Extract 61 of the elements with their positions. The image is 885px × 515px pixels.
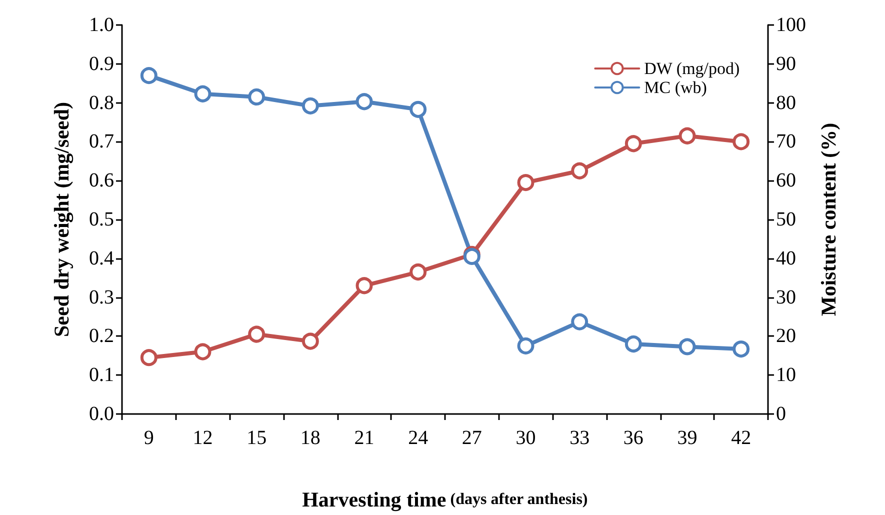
- x-tick-label: 9: [144, 427, 154, 449]
- y2-tick-label: 100: [776, 14, 806, 36]
- y2-axis-title: Moisture content (%): [816, 122, 840, 316]
- point: [517, 174, 534, 192]
- y2-tick-label: 80: [776, 92, 796, 114]
- point: [732, 133, 750, 150]
- point: [140, 349, 158, 366]
- legend-label: DW (mg/pod): [644, 59, 740, 78]
- y-tick-label: 1.0: [89, 14, 114, 36]
- x-tick-label: 30: [516, 427, 536, 449]
- y-tick-label: 0.4: [89, 247, 114, 270]
- point: [410, 264, 427, 281]
- x-tick-label: 24: [408, 427, 428, 449]
- x-tick-label: 21: [354, 427, 374, 449]
- y2-tick-label: 70: [776, 130, 796, 153]
- point: [356, 93, 373, 110]
- x-axis-title: Harvesting time (days after anthesis): [302, 488, 588, 512]
- point: [678, 127, 696, 144]
- y-tick-label: 0.5: [89, 208, 114, 230]
- y2-tick-label: 30: [776, 286, 796, 308]
- x-tick-label: 33: [570, 427, 590, 449]
- point: [194, 85, 212, 102]
- point: [624, 335, 642, 352]
- point: [624, 135, 642, 152]
- point: [248, 88, 266, 106]
- y-tick-label: 0.1: [89, 364, 114, 386]
- x-tick-label: 36: [623, 427, 644, 449]
- point: [571, 313, 588, 330]
- x-tick-label: 18: [300, 427, 320, 449]
- point: [302, 332, 319, 350]
- point: [678, 338, 696, 356]
- y2-tick-label: 0: [776, 403, 786, 425]
- point: [517, 337, 534, 354]
- legend-label: MC (wb): [644, 78, 707, 97]
- y-tick-label: 0.7: [89, 130, 114, 153]
- y-tick-label: 0.8: [89, 92, 114, 114]
- point: [248, 326, 266, 343]
- y-tick-label: 0.6: [89, 170, 114, 192]
- y2-tick-label: 20: [776, 325, 796, 348]
- y2-tick-label: 50: [776, 208, 796, 230]
- x-tick-label: 42: [731, 427, 752, 449]
- x-tick-label: 15: [246, 427, 267, 449]
- point: [356, 277, 373, 294]
- point: [302, 97, 319, 114]
- y2-tick-label: 60: [776, 170, 796, 192]
- point: [571, 162, 588, 180]
- point: [140, 67, 158, 84]
- x-tick-label: 27: [462, 427, 482, 449]
- y-tick-label: 0.9: [89, 52, 114, 75]
- y-tick-label: 0.3: [89, 286, 114, 308]
- point: [732, 340, 750, 358]
- y-axis-title: Seed dry weight (mg/seed): [50, 102, 74, 338]
- point: [194, 343, 212, 360]
- y2-tick-label: 90: [776, 52, 796, 75]
- x-tick-label: 39: [677, 427, 698, 449]
- y-tick-label: 0.2: [89, 325, 114, 348]
- y2-tick-label: 40: [776, 247, 796, 270]
- x-tick-label: 12: [192, 427, 213, 449]
- y-tick-label: 0.0: [89, 403, 114, 425]
- y2-tick-label: 10: [776, 364, 796, 386]
- point: [410, 100, 427, 118]
